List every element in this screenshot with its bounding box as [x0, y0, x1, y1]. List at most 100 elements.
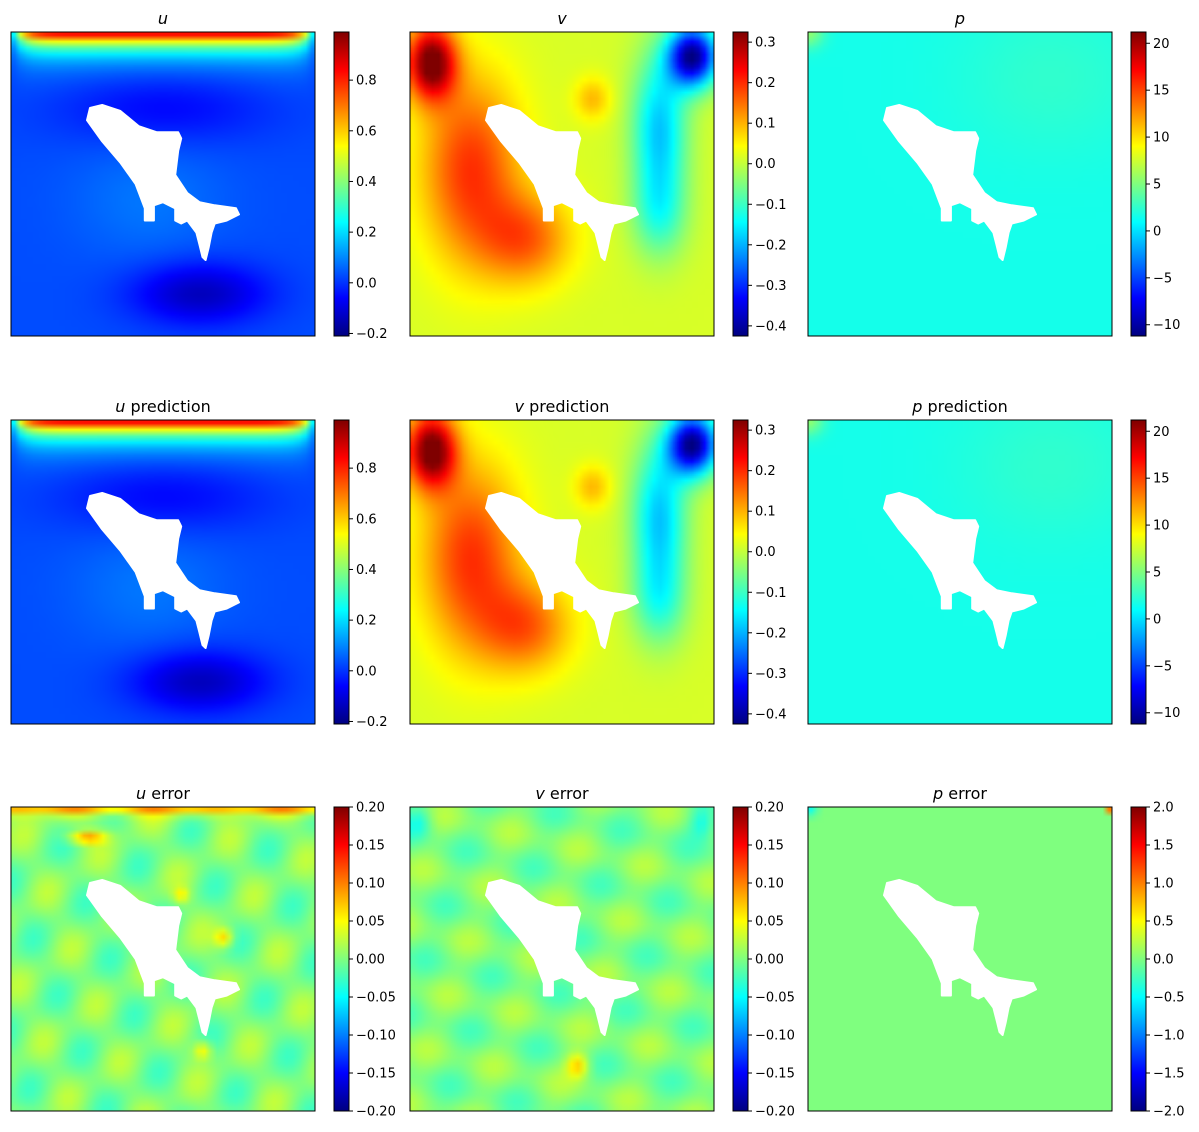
- axes-frame: [409, 31, 715, 337]
- colorbar-tick-label: −0.15: [356, 1067, 396, 1082]
- colorbar-tick-label: −0.1: [755, 586, 787, 601]
- colorbar-tick-label: 10: [1153, 519, 1170, 534]
- colorbar-tick-label: −0.3: [755, 667, 787, 682]
- colorbar-tick-label: 0.3: [755, 36, 776, 51]
- axes-frame: [10, 31, 316, 337]
- shark-obstacle: [883, 104, 1037, 261]
- colorbar: [333, 419, 350, 725]
- colorbar-tick-label: 0.0: [356, 664, 377, 679]
- colorbar-tick-label: 0.10: [356, 877, 385, 892]
- panel-title: p error: [932, 784, 987, 803]
- colorbar: [333, 806, 350, 1112]
- colorbar-tick-label: −10: [1153, 318, 1180, 333]
- colorbar-tick-label: −0.4: [755, 707, 787, 722]
- panel-title: v error: [535, 784, 589, 803]
- colorbar-tick-label: 15: [1153, 472, 1170, 487]
- colorbar-tick-label: 0.8: [356, 74, 377, 89]
- colorbar-tick-label: 0.8: [356, 462, 377, 477]
- axes-frame: [807, 806, 1113, 1112]
- colorbar-tick-label: 1.5: [1153, 839, 1174, 854]
- colorbar-tick-label: −0.10: [356, 1029, 396, 1044]
- axes-frame: [807, 419, 1113, 725]
- colorbar-tick-label: −2.0: [1153, 1105, 1185, 1120]
- axes-frame: [409, 806, 715, 1112]
- axes-frame: [807, 31, 1113, 337]
- colorbar-tick-label: 5: [1153, 178, 1161, 193]
- colorbar-tick-label: −0.5: [1153, 991, 1185, 1006]
- colorbar-tick-label: 0.3: [755, 424, 776, 439]
- panel-title: u error: [136, 784, 190, 803]
- colorbar-tick-label: −0.2: [755, 626, 787, 641]
- colorbar-tick-label: −0.2: [356, 715, 388, 730]
- colorbar-tick-label: −0.20: [755, 1105, 795, 1120]
- colorbar-tick-label: 5: [1153, 566, 1161, 581]
- colorbar-tick-label: 10: [1153, 131, 1170, 146]
- shark-obstacle: [485, 492, 639, 649]
- colorbar-tick-label: 0.5: [1153, 915, 1174, 930]
- colorbar-tick-label: 2.0: [1153, 801, 1174, 816]
- axes-frame: [10, 806, 316, 1112]
- colorbar-tick-label: 0.0: [1153, 953, 1174, 968]
- colorbar-tick-label: 15: [1153, 84, 1170, 99]
- colorbar-tick-label: 0.0: [356, 276, 377, 291]
- colorbar-tick-label: 0.15: [755, 839, 784, 854]
- panel-p-prediction: p prediction −10 −5 0 5 10 15 20: [807, 397, 1180, 725]
- colorbar-tick-label: 0: [1153, 612, 1161, 627]
- colorbar-tick-label: −0.10: [755, 1029, 795, 1044]
- colorbar-tick-label: 0.1: [755, 505, 776, 520]
- panel-title: v prediction: [515, 397, 610, 416]
- colorbar-tick-label: 0.20: [356, 801, 385, 816]
- colorbar-tick-label: −1.0: [1153, 1029, 1185, 1044]
- colorbar-tick-label: 0.0: [755, 157, 776, 172]
- panel-u-truth: u −0.2 0.0 0.2 0.4 0.6 0.8: [10, 9, 388, 342]
- colorbar: [333, 31, 350, 337]
- panel-u_err-error: u error −0.20 −0.15 −0.10 −0.05 0.00 0.05 0.10 0…: [10, 784, 396, 1120]
- shark-obstacle: [883, 879, 1037, 1036]
- panel-v-truth: v −0.4 −0.3 −0.2 −0.1 0.0 0.1 0.2 0.3: [409, 9, 787, 337]
- colorbar-tick-label: −0.20: [356, 1105, 396, 1120]
- panel-title: p prediction: [911, 397, 1008, 416]
- panel-p-truth: p −10 −5 0 5 10 15 20: [807, 9, 1180, 337]
- colorbar-tick-label: 20: [1153, 37, 1170, 52]
- panel-title: u prediction: [115, 397, 211, 416]
- axes-frame: [409, 419, 715, 725]
- panel-title: p: [954, 9, 965, 28]
- colorbar-tick-label: −0.3: [755, 279, 787, 294]
- panel-v_err-error: v error −0.20 −0.15 −0.10 −0.05 0.00 0.05 0.10 0…: [409, 784, 795, 1120]
- shark-obstacle: [86, 104, 240, 261]
- colorbar-tick-label: −0.1: [755, 198, 787, 213]
- colorbar: [732, 31, 749, 337]
- shark-obstacle: [883, 492, 1037, 649]
- colorbar-tick-label: 0.05: [356, 915, 385, 930]
- colorbar-tick-label: −0.15: [755, 1067, 795, 1082]
- colorbar: [1130, 806, 1147, 1112]
- colorbar-tick-label: 0.4: [356, 175, 377, 190]
- colorbar-tick-label: 0.2: [356, 614, 377, 629]
- colorbar-tick-label: 0.0: [755, 545, 776, 560]
- panel-title: u: [158, 9, 168, 28]
- colorbar: [1130, 31, 1147, 337]
- colorbar-tick-label: 0.1: [755, 117, 776, 132]
- colorbar-tick-label: 0.20: [755, 801, 784, 816]
- colorbar-tick-label: 0.2: [755, 76, 776, 91]
- colorbar: [1130, 419, 1147, 725]
- colorbar-tick-label: 1.0: [1153, 877, 1174, 892]
- colorbar-tick-label: 0: [1153, 224, 1161, 239]
- shark-obstacle: [86, 492, 240, 649]
- colorbar-tick-label: 0.6: [356, 512, 377, 527]
- colorbar: [732, 419, 749, 725]
- colorbar-tick-label: −0.05: [356, 991, 396, 1006]
- colorbar-tick-label: 20: [1153, 425, 1170, 440]
- colorbar-tick-label: −0.2: [755, 238, 787, 253]
- panel-title: v: [557, 9, 567, 28]
- colorbar-tick-label: 0.10: [755, 877, 784, 892]
- colorbar-tick-label: 0.2: [755, 464, 776, 479]
- colorbar-tick-label: 0.2: [356, 226, 377, 241]
- colorbar-tick-label: 0.00: [755, 953, 784, 968]
- shark-obstacle: [86, 879, 240, 1036]
- colorbar-tick-label: −5: [1153, 271, 1172, 286]
- colorbar-tick-label: 0.6: [356, 124, 377, 139]
- colorbar-tick-label: −5: [1153, 659, 1172, 674]
- colorbar-tick-label: −1.5: [1153, 1067, 1185, 1082]
